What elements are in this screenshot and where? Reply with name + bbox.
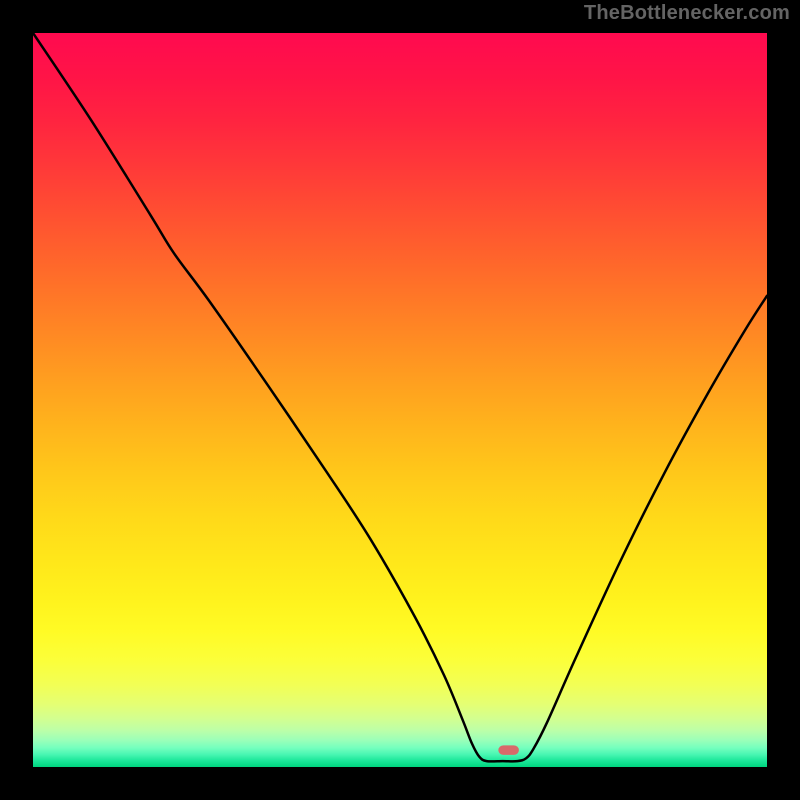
watermark-text: TheBottlenecker.com: [584, 2, 790, 25]
gradient-background: [33, 33, 767, 767]
bottleneck-chart: [0, 0, 800, 800]
optimal-marker: [498, 745, 519, 755]
